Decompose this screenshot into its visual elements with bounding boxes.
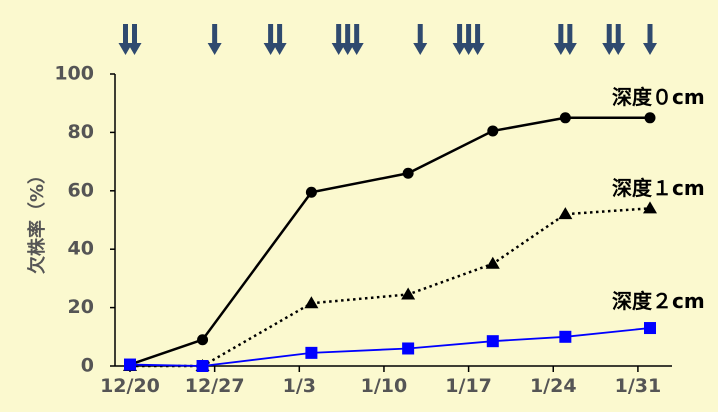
down-arrow-icon-shaft — [336, 24, 342, 45]
down-arrow-icon-shaft — [345, 24, 351, 45]
down-arrow-icon-shaft — [558, 24, 564, 45]
x-tick-label: 1/10 — [361, 375, 408, 397]
data-point — [487, 125, 499, 137]
series-line — [130, 207, 651, 368]
down-arrow-icon — [331, 43, 346, 55]
data-point — [124, 358, 136, 371]
series-0 — [124, 112, 656, 371]
series-2 — [124, 322, 656, 372]
down-arrow-icon-shaft — [354, 24, 360, 45]
down-arrow-icon — [340, 43, 355, 55]
y-tick-label: 20 — [68, 296, 94, 318]
x-tick-label: 1/17 — [445, 375, 492, 397]
event-markers — [118, 24, 657, 55]
down-arrow-icon — [349, 43, 364, 55]
data-point — [559, 330, 572, 343]
down-arrow-icon — [553, 43, 568, 55]
down-arrow-icon — [602, 43, 617, 55]
series-label-depth-2: 深度２cm — [612, 289, 705, 313]
down-arrow-icon-shaft — [647, 24, 653, 45]
down-arrow-icon-shaft — [277, 24, 283, 45]
data-point — [643, 201, 657, 214]
data-point — [558, 207, 573, 220]
x-tick-label: 1/31 — [615, 375, 662, 397]
data-point — [305, 186, 317, 198]
data-point — [559, 112, 571, 124]
down-arrow-icon-shaft — [457, 24, 463, 45]
down-arrow-icon — [127, 43, 142, 55]
down-arrow-icon — [272, 43, 287, 55]
x-tick-label: 12/20 — [100, 375, 160, 397]
series-group — [123, 112, 657, 372]
data-point — [485, 256, 500, 269]
down-arrow-icon — [263, 43, 278, 55]
down-arrow-icon — [470, 43, 485, 55]
data-point — [196, 360, 209, 372]
down-arrow-icon — [207, 43, 222, 55]
y-tick-label: 80 — [68, 121, 94, 143]
down-arrow-icon — [562, 43, 577, 55]
down-arrow-icon — [611, 43, 626, 55]
x-tick-label: 12/27 — [185, 375, 245, 397]
y-ticks: 0 20 40 60 80 100 — [54, 63, 115, 377]
down-arrow-icon — [452, 43, 467, 55]
series-line — [129, 116, 650, 366]
x-tick-label: 1/3 — [283, 375, 316, 397]
down-arrow-icon-shaft — [567, 24, 573, 45]
down-arrow-icon-shaft — [132, 24, 137, 45]
down-arrow-icon-shaft — [268, 24, 274, 45]
data-point — [644, 322, 656, 335]
y-tick-label: 40 — [68, 238, 94, 260]
y-axis-label: 欠株率（%） — [26, 166, 48, 274]
data-point — [644, 112, 656, 124]
down-arrow-icon-shaft — [417, 24, 423, 45]
x-ticks: 12/20 12/27 1/3 1/10 1/17 1/24 1/31 — [100, 366, 661, 397]
down-arrow-icon — [643, 43, 657, 55]
down-arrow-icon-shaft — [212, 24, 218, 45]
x-tick-label: 1/24 — [530, 375, 577, 397]
down-arrow-icon-shaft — [615, 24, 621, 45]
down-arrow-icon — [413, 43, 428, 55]
series-label-depth-0: 深度０cm — [612, 85, 705, 109]
down-arrow-icon-shaft — [475, 24, 481, 45]
down-arrow-icon-shaft — [123, 24, 128, 45]
data-point — [402, 167, 414, 179]
data-point — [305, 346, 318, 359]
data-point — [304, 296, 319, 309]
data-point — [401, 287, 416, 300]
y-tick-label: 100 — [54, 63, 94, 85]
down-arrow-icon — [118, 43, 133, 55]
series-label-depth-1: 深度１cm — [612, 176, 705, 200]
data-point — [402, 342, 415, 355]
y-tick-label: 60 — [68, 179, 94, 201]
y-tick-label: 0 — [81, 355, 94, 377]
down-arrow-icon-shaft — [606, 24, 612, 45]
data-point — [197, 334, 209, 346]
data-point — [486, 335, 499, 348]
down-arrow-icon — [461, 43, 476, 55]
series-1 — [123, 201, 657, 371]
down-arrow-icon-shaft — [466, 24, 472, 45]
